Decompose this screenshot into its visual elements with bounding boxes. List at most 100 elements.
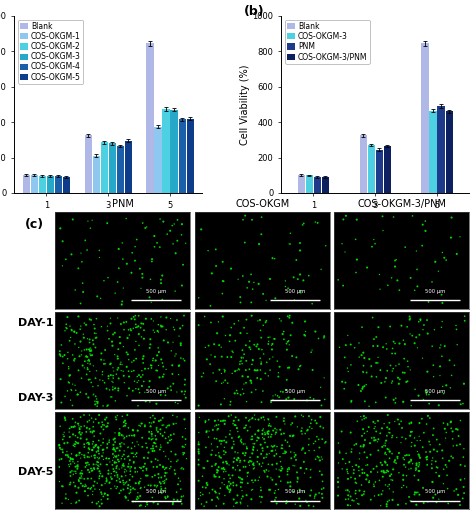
Point	[438, 317, 446, 326]
Point	[157, 441, 164, 449]
Point	[384, 482, 392, 490]
Point	[172, 450, 179, 459]
Point	[180, 492, 187, 500]
Point	[257, 483, 264, 491]
Point	[383, 445, 391, 453]
Point	[389, 465, 397, 474]
Point	[148, 494, 156, 502]
Point	[255, 434, 263, 442]
Point	[123, 467, 130, 475]
Point	[84, 438, 91, 447]
Point	[353, 495, 361, 503]
Point	[264, 472, 271, 481]
Point	[263, 317, 270, 325]
Point	[350, 469, 357, 477]
Point	[237, 500, 245, 508]
Point	[342, 341, 350, 349]
Bar	[446, 111, 453, 193]
Point	[140, 352, 147, 361]
Point	[219, 464, 227, 473]
Point	[57, 375, 64, 383]
Point	[205, 427, 213, 435]
Point	[233, 424, 241, 432]
Point	[182, 424, 189, 433]
Point	[412, 465, 420, 474]
Point	[273, 499, 281, 508]
Point	[319, 477, 326, 486]
Point	[435, 401, 443, 410]
Point	[376, 476, 383, 485]
Point	[62, 451, 70, 459]
Point	[90, 427, 98, 435]
Point	[243, 443, 250, 451]
Point	[222, 467, 230, 476]
Point	[135, 421, 143, 429]
Point	[239, 492, 246, 500]
Point	[238, 478, 246, 487]
Point	[249, 485, 256, 494]
Point	[264, 433, 272, 442]
Point	[115, 465, 123, 473]
Point	[428, 464, 436, 473]
Point	[346, 488, 353, 496]
Point	[339, 215, 347, 224]
Point	[57, 352, 64, 360]
Point	[381, 457, 389, 466]
Point	[95, 418, 102, 427]
Point	[307, 419, 315, 427]
Point	[129, 426, 137, 434]
Point	[110, 445, 118, 454]
Point	[383, 432, 391, 440]
Point	[400, 454, 407, 462]
Point	[373, 462, 381, 470]
Point	[59, 435, 66, 444]
Point	[353, 255, 361, 264]
Point	[105, 469, 112, 478]
Point	[435, 495, 443, 503]
Point	[158, 296, 166, 304]
Point	[336, 447, 344, 455]
Point	[374, 417, 382, 425]
Point	[202, 484, 210, 492]
Point	[386, 485, 393, 493]
Point	[259, 321, 267, 330]
Point	[356, 487, 363, 495]
Point	[429, 361, 437, 370]
Point	[220, 447, 228, 455]
Point	[411, 339, 419, 348]
Point	[278, 464, 286, 473]
Point	[73, 452, 80, 460]
Point	[88, 484, 95, 492]
Point	[121, 455, 128, 463]
Point	[262, 369, 269, 377]
Point	[99, 421, 107, 429]
Point	[283, 498, 291, 506]
Point	[76, 425, 83, 433]
Point	[459, 494, 466, 502]
Point	[248, 311, 255, 320]
Point	[74, 264, 82, 272]
Point	[66, 337, 73, 345]
Bar	[429, 111, 437, 193]
Point	[281, 449, 289, 457]
Point	[401, 340, 409, 348]
Point	[96, 454, 103, 462]
Point	[374, 359, 382, 367]
Point	[451, 361, 458, 370]
Point	[346, 458, 353, 466]
Point	[72, 418, 79, 426]
Point	[240, 323, 248, 332]
Point	[131, 485, 139, 494]
Point	[100, 425, 107, 434]
Point	[146, 398, 154, 406]
Point	[296, 362, 304, 371]
Point	[243, 284, 251, 292]
Point	[161, 477, 169, 485]
Point	[420, 499, 428, 507]
Point	[82, 236, 89, 245]
Point	[61, 392, 69, 401]
Point	[408, 497, 415, 506]
Point	[386, 454, 393, 463]
Point	[334, 474, 342, 482]
Point	[212, 451, 219, 459]
